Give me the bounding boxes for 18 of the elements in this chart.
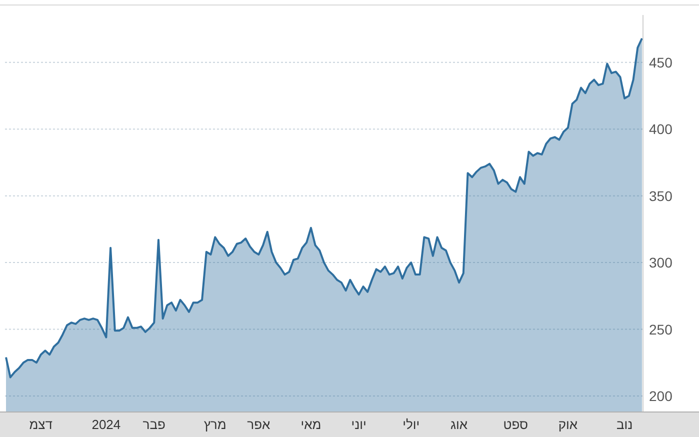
y-tick-label: 250 [649,321,673,338]
x-tick-label: דצמ [29,417,52,432]
x-tick-label: אפר [247,417,270,432]
y-tick-label: 400 [649,121,673,138]
y-tick-label: 450 [649,54,673,70]
x-tick-label: מרץ [204,417,226,432]
y-tick-label: 300 [649,254,673,271]
x-tick-label: נוב [616,417,633,432]
y-tick-label: 350 [649,188,673,204]
x-tick-label: יולי [402,417,420,432]
x-tick-label: פבר [142,417,166,432]
x-tick-label: אוק [558,417,578,432]
x-tick-label: ספט [503,417,528,432]
x-tick-label: 2024 [92,417,121,432]
y-tick-label: 200 [649,388,673,404]
x-tick-label: אוג [450,417,468,432]
x-tick-label: מאי [300,417,322,432]
x-tick-label: יוני [351,417,366,432]
